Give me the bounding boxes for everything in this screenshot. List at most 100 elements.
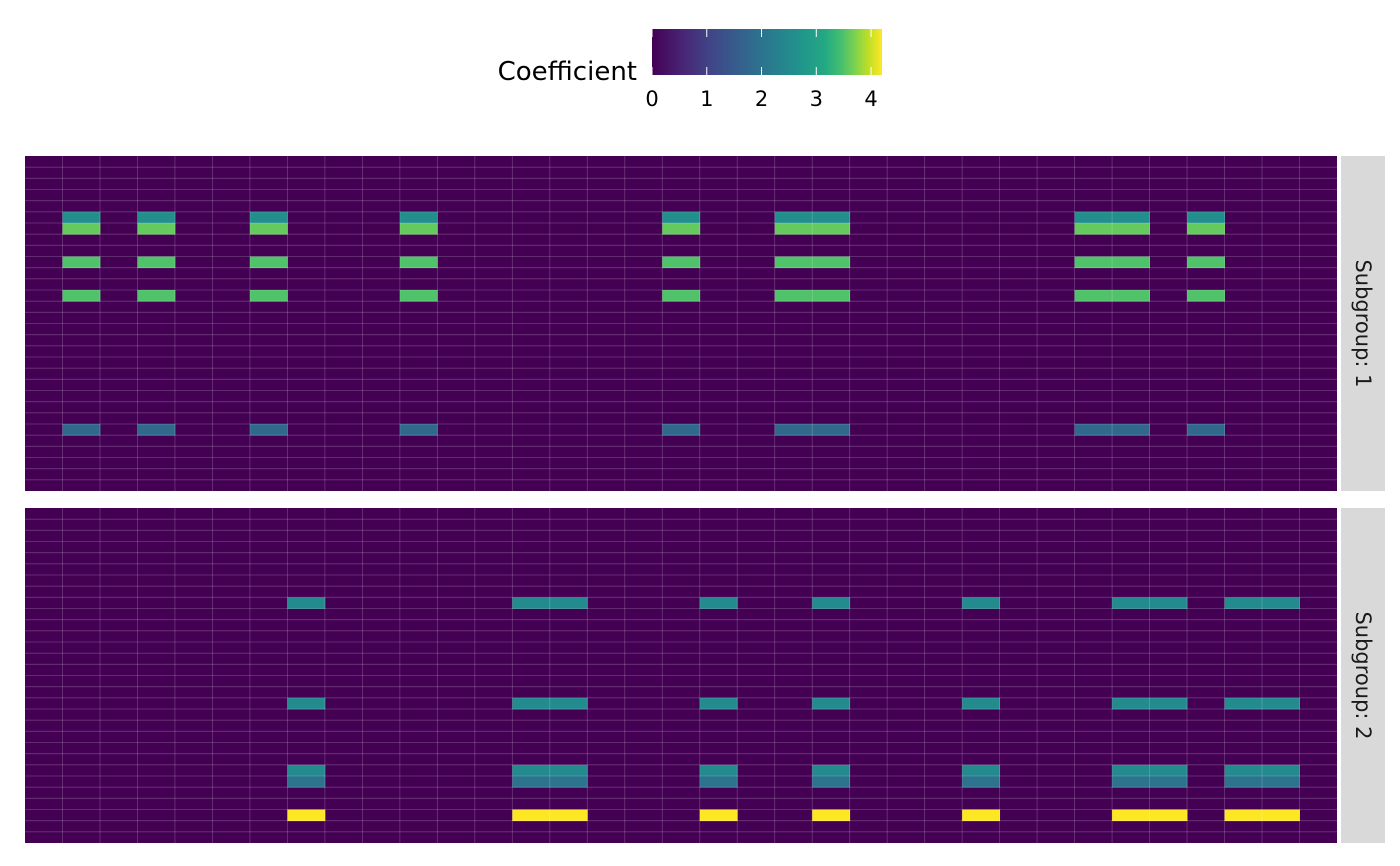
heatmap-cell: [137, 290, 176, 302]
legend-tick-label: 2: [755, 87, 768, 111]
facet-strip: [1341, 508, 1385, 843]
heatmap-cell: [1074, 290, 1113, 302]
heatmap-cell: [549, 776, 588, 788]
heatmap-cell: [1112, 256, 1150, 269]
heatmap-cell: [662, 223, 701, 235]
panel-1: Subgroup: 1: [25, 156, 1385, 491]
heatmap-cell: [812, 697, 851, 710]
facet-strip-label: Subgroup: 1: [1351, 259, 1375, 387]
heatmap-cell: [1262, 764, 1300, 777]
heatmap-cell: [774, 211, 813, 224]
heatmap-cell: [774, 424, 813, 436]
heatmap-cell: [249, 223, 288, 235]
heatmap-cell: [812, 597, 851, 609]
heatmap-cell: [1149, 597, 1188, 609]
heatmap-cell: [812, 290, 851, 302]
legend-tick-label: 3: [810, 87, 823, 111]
heatmap-cell: [1149, 809, 1188, 822]
heatmap-cell: [1149, 764, 1188, 777]
heatmap-cell: [1187, 211, 1225, 224]
heatmap-cell: [1224, 809, 1263, 822]
heatmap-cell: [1224, 764, 1263, 777]
heatmap-cell: [699, 697, 738, 710]
heatmap-cell: [812, 256, 851, 269]
heatmap-cell: [249, 424, 288, 436]
heatmap-cell: [1112, 809, 1150, 822]
heatmap-cell: [812, 223, 851, 235]
heatmap-cell: [399, 211, 438, 224]
heatmap-cell: [662, 290, 701, 302]
heatmap-cell: [812, 764, 851, 777]
heatmap-cell: [662, 211, 701, 224]
legend-title: Coefficient: [498, 57, 637, 87]
heatmap-cell: [1112, 223, 1150, 235]
heatmap-cell: [1112, 697, 1150, 710]
heatmap-cell: [1149, 776, 1188, 788]
heatmap-cell: [287, 697, 326, 710]
legend-colorbar: [652, 29, 882, 75]
heatmap-cell: [1074, 211, 1113, 224]
heatmap-cell: [287, 597, 326, 609]
heatmap-cell: [1112, 424, 1150, 436]
heatmap-cell: [287, 809, 326, 822]
heatmap-cell: [512, 697, 551, 710]
heatmap-cell: [512, 776, 551, 788]
heatmap-cell: [699, 764, 738, 777]
heatmap-cell: [399, 424, 438, 436]
heatmap-cell: [962, 809, 1001, 822]
heatmap-cell: [1074, 223, 1113, 235]
heatmap-cell: [774, 290, 813, 302]
heatmap-cell: [62, 424, 101, 436]
heatmap-cell: [1112, 211, 1150, 224]
heatmap-cell: [1112, 776, 1150, 788]
heatmap-cell: [1187, 256, 1225, 269]
facet-strip: [1341, 156, 1385, 491]
heatmap-cell: [399, 223, 438, 235]
heatmap-cell: [137, 223, 176, 235]
heatmap-cell: [812, 211, 851, 224]
heatmap-cell: [1074, 256, 1113, 269]
heatmap-cell: [1187, 290, 1225, 302]
heatmap-cell: [662, 424, 701, 436]
heatmap-cell: [1074, 424, 1113, 436]
heatmap-cell: [62, 290, 101, 302]
panel-2: Subgroup: 2: [25, 508, 1385, 843]
heatmap-cell: [549, 809, 588, 822]
heatmap-cell: [962, 764, 1001, 777]
heatmap-cell: [512, 597, 551, 609]
heatmap-cell: [249, 256, 288, 269]
legend: Coefficient 0 1 2 3 4: [498, 29, 882, 111]
heatmap-cell: [1262, 697, 1300, 710]
heatmap-cell: [812, 424, 851, 436]
heatmap-cell: [962, 597, 1001, 609]
heatmap-cell: [1112, 597, 1150, 609]
heatmap-cell: [962, 697, 1001, 710]
heatmap-cell: [399, 256, 438, 269]
heatmap-cell: [249, 211, 288, 224]
heatmap-cell: [1112, 764, 1150, 777]
heatmap-cell: [249, 290, 288, 302]
heatmap-cell: [1149, 697, 1188, 710]
heatmap-cell: [137, 211, 176, 224]
heatmap-cell: [1187, 223, 1225, 235]
heatmap-cell: [699, 776, 738, 788]
legend-tick-label: 4: [864, 87, 877, 111]
heatmap-cell: [1224, 697, 1263, 710]
heatmap-cell: [1224, 597, 1263, 609]
heatmap-cell: [137, 256, 176, 269]
heatmap-cell: [774, 256, 813, 269]
heatmap-cell: [549, 764, 588, 777]
heatmap-cell: [287, 776, 326, 788]
heatmap-cell: [812, 776, 851, 788]
legend-tick-label: 1: [700, 87, 713, 111]
heatmap-cell: [399, 290, 438, 302]
heatmap-cell: [287, 764, 326, 777]
heatmap-cell: [512, 764, 551, 777]
heatmap-cell: [62, 256, 101, 269]
heatmap-cell: [699, 809, 738, 822]
heatmap-cell: [62, 223, 101, 235]
legend-ticks: 0 1 2 3 4: [645, 29, 878, 111]
heatmap-cell: [62, 211, 101, 224]
heatmap-cell: [1112, 290, 1150, 302]
